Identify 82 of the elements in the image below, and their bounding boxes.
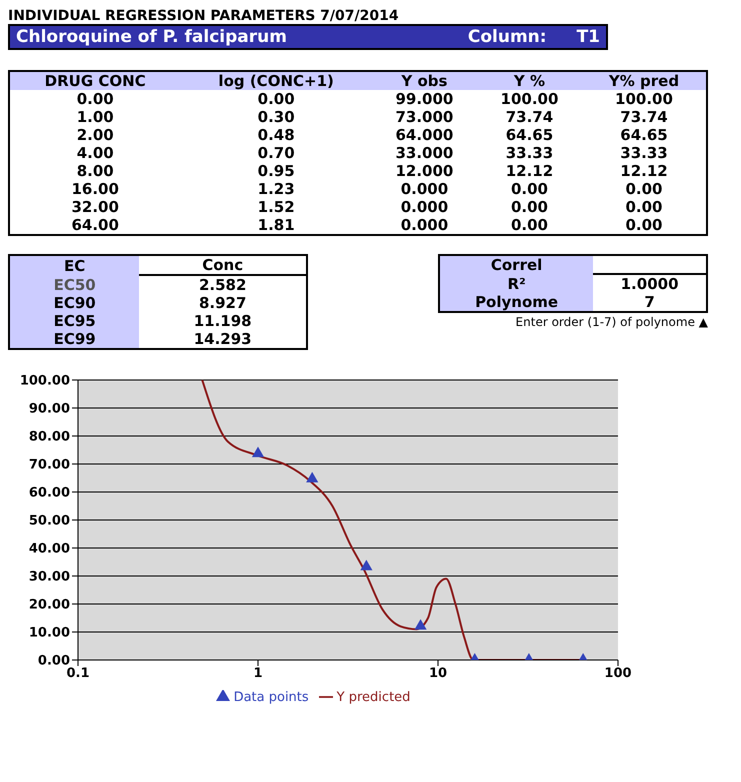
text: 0.00: [76, 90, 114, 108]
text: 0.95: [258, 162, 295, 180]
text: 0.00: [625, 198, 662, 216]
y-tick-label: 30.00: [28, 570, 70, 585]
x-tick-label: 100: [604, 666, 632, 682]
category-label: Y %: [476, 71, 582, 90]
text: 12.12: [620, 162, 668, 180]
category-label: Conc: [139, 255, 307, 275]
text: 1.52: [258, 198, 295, 216]
y-tick-label: 20.00: [28, 598, 70, 613]
text: 4.00: [76, 144, 114, 162]
y-tick-label: 50.00: [28, 514, 70, 529]
category-label: Y obs: [372, 71, 477, 90]
y-tick-label: 0.00: [38, 654, 70, 669]
y-tick-label: 40.00: [28, 542, 70, 557]
text: 100.00: [615, 90, 673, 108]
text: 1.00: [76, 108, 114, 126]
category-label: DRUG CONC: [9, 71, 180, 90]
text: 16.00: [71, 180, 119, 198]
text: 2.582: [198, 276, 246, 294]
text: 1.81: [258, 216, 295, 234]
text: 64.00: [71, 216, 119, 234]
text: Column:: [468, 27, 547, 47]
legend-label: Y predicted: [336, 690, 410, 705]
text: 0.70: [258, 144, 295, 162]
x-tick-label: 10: [428, 666, 448, 682]
y-tick-label: 90.00: [28, 402, 70, 417]
category-label: R²: [508, 274, 526, 292]
y-tick-label: 60.00: [28, 486, 70, 501]
text: EC: [9, 255, 140, 275]
text: 0.000: [400, 198, 448, 216]
text: 0.000: [400, 216, 448, 234]
text: 0.00: [510, 180, 548, 198]
y-tick-label: 80.00: [28, 430, 70, 445]
category-label: Polynome: [475, 293, 558, 311]
text: Enter order (1-7) of polynome ▲: [514, 315, 708, 329]
text: 33.33: [506, 144, 554, 162]
text: 12.12: [506, 162, 554, 180]
x-tick-label: 1: [253, 666, 263, 682]
text: 0.00: [510, 216, 548, 234]
y-tick-label: 70.00: [28, 458, 70, 473]
text: 0.30: [258, 108, 295, 126]
y-tick-label: 100.00: [20, 374, 70, 389]
text: 33.33: [620, 144, 668, 162]
text: 73.74: [506, 108, 554, 126]
text: 0.00: [625, 216, 662, 234]
text: 32.00: [71, 198, 119, 216]
text: 100.00: [500, 90, 558, 108]
text: Chloroquine of P. falciparum: [16, 27, 288, 47]
text: 73.74: [620, 108, 668, 126]
text: 0.48: [258, 126, 295, 144]
text: 33.000: [395, 144, 454, 162]
text: 1.23: [258, 180, 295, 198]
y-tick-label: 10.00: [28, 626, 70, 641]
text: 0.000: [400, 180, 448, 198]
x-tick-label: 0.1: [66, 666, 90, 682]
category-label: EC90: [54, 294, 96, 312]
text: 64.65: [620, 126, 668, 144]
category-label: EC50: [54, 276, 96, 294]
text: 8.927: [198, 294, 246, 312]
text: 12.000: [395, 162, 454, 180]
text: Correl: [439, 255, 594, 274]
text: 7: [644, 293, 655, 311]
text: 11.198: [194, 312, 252, 330]
category-label: EC99: [54, 330, 96, 348]
text: 0.00: [625, 180, 662, 198]
text: 64.65: [506, 126, 554, 144]
text: 8.00: [76, 162, 114, 180]
category-label: log (CONC+1): [180, 71, 372, 90]
text: 1.0000: [620, 275, 679, 293]
category-label: EC95: [54, 312, 96, 330]
text: 73.000: [395, 108, 454, 126]
text: 2.00: [76, 126, 114, 144]
category-label: Y% pred: [582, 71, 707, 90]
text: 14.293: [194, 330, 252, 348]
text: 99.000: [395, 90, 454, 108]
text: T1: [576, 27, 600, 47]
text: 64.000: [395, 126, 454, 144]
text: 0.00: [258, 90, 295, 108]
text: INDIVIDUAL REGRESSION PARAMETERS 7/07/2014: [8, 8, 400, 24]
legend-label: Data points: [234, 690, 309, 705]
text: 0.00: [510, 198, 548, 216]
